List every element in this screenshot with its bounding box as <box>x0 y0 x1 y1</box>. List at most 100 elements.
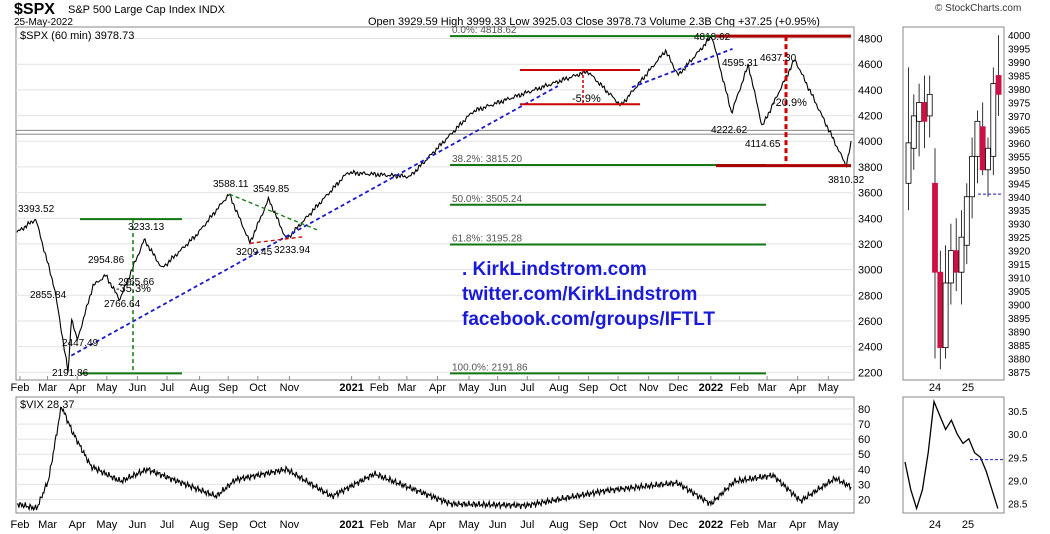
x-tick-spx-8: Oct <box>249 382 266 394</box>
x-tick-spx-6: Aug <box>190 382 210 394</box>
y-tick-spx-5: 3200 <box>858 239 882 251</box>
candle-body-11 <box>963 196 970 246</box>
x-tick-spx-0: Feb <box>10 382 29 394</box>
y-tick-spx-12: 4600 <box>858 59 882 71</box>
price-label-11: 3233.94 <box>274 245 311 256</box>
y-tick-intraday-19: 3970 <box>1008 112 1031 123</box>
x-tick-vix-24: Mar <box>758 519 777 531</box>
chart-date: 25-May-2022 <box>14 17 73 28</box>
x-tick-vix-5: Jul <box>160 519 174 531</box>
candle-body-10 <box>958 236 965 273</box>
x-tick-spx-24: Mar <box>758 382 777 394</box>
x-tick-intraday-vix-1: 25 <box>962 519 974 531</box>
y-tick-spx-0: 2200 <box>858 367 882 379</box>
x-tick-vix-3: May <box>96 519 117 531</box>
price-label-5: 2965.66 <box>118 277 155 288</box>
candle-body-8 <box>948 250 954 284</box>
price-label-16: 4114.65 <box>745 139 781 150</box>
y-tick-intraday-21: 3980 <box>1008 85 1031 96</box>
candle-body-17 <box>995 75 1002 95</box>
y-tick-intraday-6: 3905 <box>1008 287 1031 298</box>
x-tick-spx-12: Mar <box>397 382 416 394</box>
y-tick-intraday-25: 4000 <box>1008 31 1031 42</box>
x-tick-vix-7: Sep <box>218 519 238 531</box>
percent-annotation-2: -20.9% <box>772 97 807 109</box>
y-tick-spx-10: 4200 <box>858 111 882 123</box>
y-tick-intraday-4: 3895 <box>1008 314 1031 325</box>
x-tick-vix-14: May <box>459 519 480 531</box>
index-description: S&P 500 Large Cap Index INDX <box>68 4 225 16</box>
x-tick-spx-25: Apr <box>789 382 806 394</box>
x-tick-intraday-1: 25 <box>962 382 974 394</box>
x-tick-spx-7: Sep <box>218 382 238 394</box>
vix-panel-frame <box>15 396 855 514</box>
x-tick-spx-4: Jun <box>129 382 147 394</box>
y-tick-intraday-7: 3910 <box>1008 274 1031 285</box>
y-tick-intraday-15: 3950 <box>1008 166 1031 177</box>
intraday-vix-line <box>904 399 999 511</box>
x-tick-intraday-0: 24 <box>929 382 941 394</box>
price-label-12: 4818.62 <box>694 32 731 43</box>
quote-bar: Open 3929.59 High 3999.33 Low 3925.03 Cl… <box>368 16 820 28</box>
x-tick-vix-16: Jul <box>520 519 534 531</box>
x-tick-spx-1: Mar <box>38 382 57 394</box>
y-tick-intraday-2: 3885 <box>1008 341 1031 352</box>
x-tick-vix-18: Sep <box>579 519 599 531</box>
stockcharts-brand: © StockCharts.com <box>935 3 1022 14</box>
x-tick-vix-4: Jun <box>129 519 147 531</box>
spx-panel-frame <box>15 26 855 381</box>
y-tick-spx-2: 2600 <box>858 316 882 328</box>
y-tick-spx-1: 2400 <box>858 342 882 354</box>
x-tick-spx-18: Sep <box>579 382 599 394</box>
x-tick-vix-20: Nov <box>639 519 659 531</box>
price-label-2: 2191.86 <box>52 368 89 379</box>
fib-label-1: 38.2%: 3815.20 <box>452 154 522 165</box>
x-tick-spx-9: Nov <box>280 382 300 394</box>
y-tick-vix-1: 30 <box>858 479 870 491</box>
candle-body-7 <box>942 282 949 349</box>
y-tick-intraday-24: 3995 <box>1008 45 1031 56</box>
y-tick-vix-3: 50 <box>858 449 870 461</box>
x-tick-vix-22: 2022 <box>699 519 723 531</box>
trend-line-2 <box>631 47 733 89</box>
candle-body-2 <box>916 102 922 122</box>
y-tick-intraday-14: 3945 <box>1008 179 1031 190</box>
x-tick-spx-14: May <box>459 382 480 394</box>
x-tick-spx-5: Jul <box>160 382 174 394</box>
y-tick-intraday-18: 3965 <box>1008 125 1031 136</box>
y-tick-intraday-8: 3915 <box>1008 260 1031 271</box>
candle-body-4 <box>926 93 933 117</box>
x-tick-spx-15: Jun <box>489 382 507 394</box>
y-tick-intraday-10: 3925 <box>1008 233 1031 244</box>
fib-label-0: 0.0%: 4818.62 <box>452 25 517 36</box>
candle-body-9 <box>953 250 960 273</box>
percent-annotation-1: -5.9% <box>572 93 601 105</box>
fib-label-4: 100.0%: 2191.86 <box>452 362 528 373</box>
y-tick-intraday-23: 3990 <box>1008 58 1031 69</box>
price-label-17: 3810.32 <box>828 175 865 186</box>
overlay-site: . KirkLindstrom.com <box>462 259 647 280</box>
y-tick-intraday-9: 3920 <box>1008 247 1031 258</box>
x-tick-vix-9: Nov <box>280 519 300 531</box>
fib-label-3: 61.8%: 3195.28 <box>452 234 522 245</box>
x-tick-spx-23: Feb <box>730 382 749 394</box>
y-tick-intraday-20: 3975 <box>1008 98 1031 109</box>
vix-intraday-frame <box>902 396 1005 514</box>
x-tick-vix-13: Apr <box>429 519 446 531</box>
x-tick-spx-19: Oct <box>610 382 627 394</box>
x-tick-vix-10: 2021 <box>339 519 363 531</box>
x-tick-vix-2: Apr <box>69 519 86 531</box>
x-tick-spx-17: Aug <box>549 382 569 394</box>
y-tick-spx-3: 2800 <box>858 290 882 302</box>
y-tick-intraday-22: 3985 <box>1008 72 1031 83</box>
x-tick-vix-23: Feb <box>730 519 749 531</box>
x-tick-spx-22: 2022 <box>699 382 723 394</box>
triangle-upper-line <box>228 193 318 231</box>
vix-line <box>16 406 852 512</box>
x-tick-spx-16: Jul <box>520 382 534 394</box>
percent-annotation-0: -35.3% <box>116 283 151 295</box>
x-tick-vix-21: Dec <box>668 519 688 531</box>
x-tick-intraday-vix-0: 24 <box>929 519 941 531</box>
y-tick-intraday-11: 3930 <box>1008 220 1031 231</box>
